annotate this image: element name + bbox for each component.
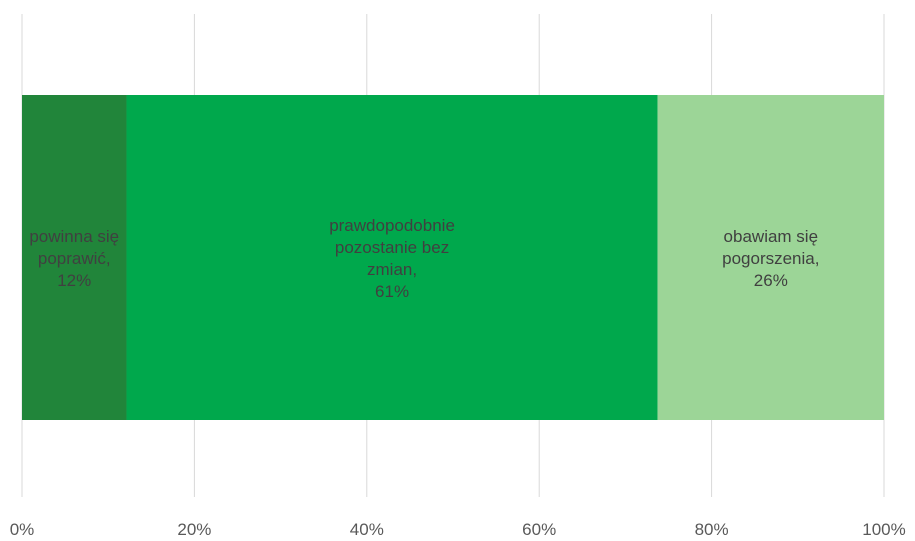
data-label-line: poprawić,: [38, 249, 111, 268]
data-label-line: prawdopodobnie: [329, 216, 455, 235]
data-label-2: prawdopodobnie pozostanie bez zmian, 61%: [329, 216, 455, 301]
bar-segment-2: [126, 95, 658, 420]
data-label-line: 12%: [57, 271, 91, 290]
x-axis-tick-labels: 0% 20% 40% 60% 80% 100%: [10, 520, 906, 539]
data-label-line: powinna się: [29, 227, 119, 246]
x-tick-label: 100%: [862, 520, 905, 539]
x-tick-label: 0%: [10, 520, 35, 539]
x-tick-label: 80%: [695, 520, 729, 539]
data-label-line: zmian,: [367, 260, 417, 279]
bar-segment-1: [22, 95, 127, 420]
data-label-line: obawiam się: [724, 227, 819, 246]
data-label-line: 26%: [754, 271, 788, 290]
segment-labels: powinna się poprawić, 12% prawdopodobnie poz…: [29, 216, 819, 301]
data-label-line: pozostanie bez: [335, 238, 449, 257]
bar-segments: [22, 95, 884, 420]
bar-segment-3: [657, 95, 884, 420]
data-label-line: 61%: [375, 282, 409, 301]
x-tick-label: 40%: [350, 520, 384, 539]
x-tick-label: 20%: [177, 520, 211, 539]
x-tick-label: 60%: [522, 520, 556, 539]
data-label-3: obawiam się pogorszenia, 26%: [722, 227, 819, 290]
data-label-line: pogorszenia,: [722, 249, 819, 268]
data-label-1: powinna się poprawić, 12%: [29, 227, 119, 290]
